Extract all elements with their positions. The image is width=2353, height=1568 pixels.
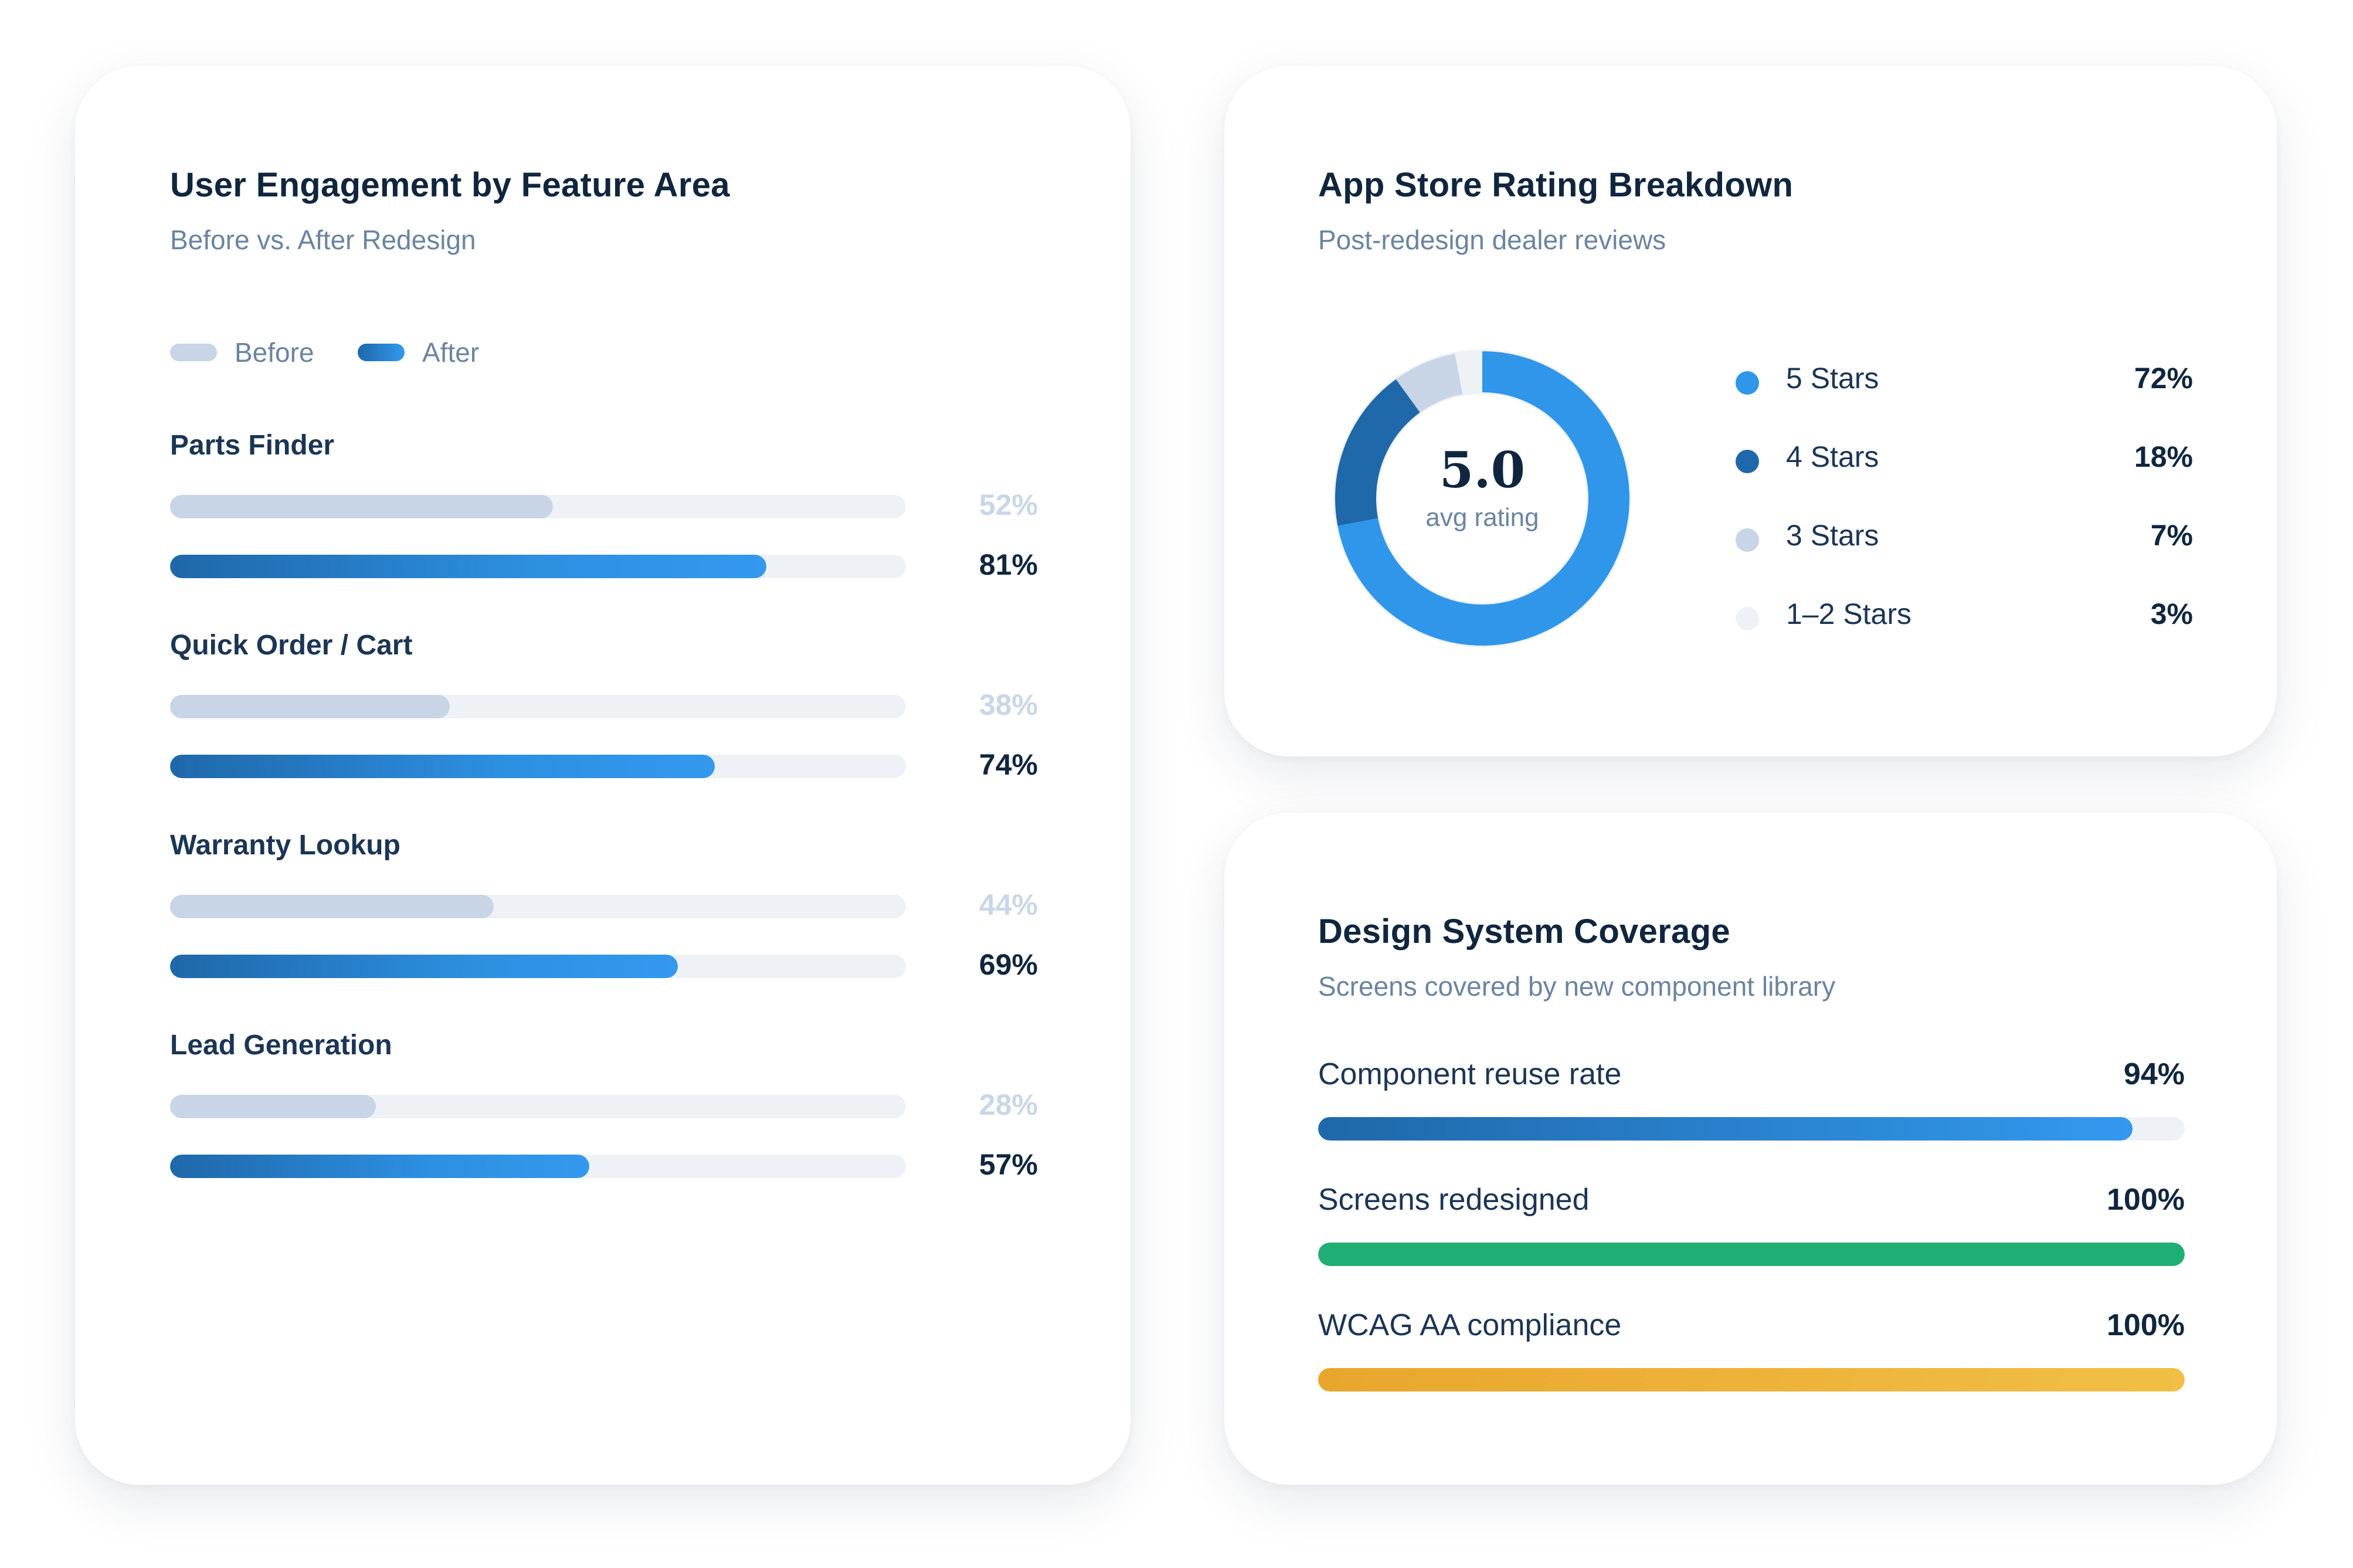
coverage-label: Screens redesigned <box>1318 1183 1590 1217</box>
donut-center-label: avg rating <box>1425 503 1539 532</box>
after-bar-track <box>170 955 906 978</box>
rating-donut-chart <box>1333 349 1631 647</box>
rating-legend-row: 1–2 Stars 3% <box>1736 597 2193 638</box>
donut-center-value: 5.0 <box>1439 441 1526 499</box>
coverage-bar-track <box>1318 1117 2185 1141</box>
coverage-value: 100% <box>2107 1183 2185 1217</box>
rating-legend-value: 7% <box>2150 519 2193 552</box>
coverage-subtitle: Screens covered by new component library <box>1318 971 1836 1002</box>
rating-subtitle: Post-redesign dealer reviews <box>1318 225 1666 255</box>
rating-legend-label: 3 Stars <box>1786 519 1879 552</box>
after-bar-track <box>170 755 906 778</box>
coverage-value: 100% <box>2107 1308 2185 1342</box>
before-bar-track <box>170 1095 906 1118</box>
before-bar <box>170 895 494 918</box>
before-value-label: 28% <box>979 1088 1038 1121</box>
rating-legend-label: 4 Stars <box>1786 440 1879 473</box>
before-bar <box>170 495 553 518</box>
legend-after-label: After <box>422 337 480 368</box>
rating-legend-label: 5 Stars <box>1786 362 1879 395</box>
feature-label: Parts Finder <box>170 430 335 461</box>
legend-before-swatch <box>170 344 217 361</box>
rating-legend-dot <box>1736 528 1759 552</box>
after-bar <box>170 1155 590 1178</box>
after-value-label: 69% <box>979 948 1038 981</box>
legend-before: Before <box>170 337 314 368</box>
rating-legend-dot <box>1736 371 1759 395</box>
rating-legend-value: 3% <box>2150 598 2193 630</box>
coverage-bar <box>1318 1368 2185 1391</box>
legend-after-swatch <box>358 344 405 361</box>
before-bar-track <box>170 495 906 518</box>
donut-slice-4-stars <box>1335 351 1629 646</box>
coverage-bar <box>1318 1243 2185 1266</box>
before-bar-track <box>170 695 906 718</box>
feature-label: Quick Order / Cart <box>170 630 413 661</box>
rating-legend-dot <box>1736 607 1759 630</box>
after-bar <box>170 955 678 978</box>
before-value-label: 52% <box>979 488 1038 521</box>
before-value-label: 38% <box>979 688 1038 721</box>
engagement-title: User Engagement by Feature Area <box>170 166 730 204</box>
after-value-label: 74% <box>979 748 1038 781</box>
after-value-label: 57% <box>979 1148 1038 1181</box>
coverage-title: Design System Coverage <box>1318 912 1730 951</box>
coverage-bar-track <box>1318 1368 2185 1391</box>
rating-legend-dot <box>1736 450 1759 473</box>
rating-legend-row: 4 Stars 18% <box>1736 440 2193 481</box>
before-value-label: 44% <box>979 888 1038 921</box>
rating-legend-row: 3 Stars 7% <box>1736 518 2193 559</box>
coverage-value: 94% <box>2123 1057 2185 1091</box>
after-bar <box>170 555 766 578</box>
before-bar <box>170 1095 376 1118</box>
feature-label: Lead Generation <box>170 1030 392 1061</box>
after-value-label: 81% <box>979 548 1038 581</box>
after-bar-track <box>170 555 906 578</box>
donut-slice-1-2-stars <box>1335 351 1629 646</box>
after-bar <box>170 755 715 778</box>
before-bar-track <box>170 895 906 918</box>
feature-label: Warranty Lookup <box>170 830 400 861</box>
after-bar-track <box>170 1155 906 1178</box>
legend-before-label: Before <box>235 337 314 368</box>
rating-legend-value: 72% <box>2134 362 2193 395</box>
coverage-label: Component reuse rate <box>1318 1057 1622 1091</box>
coverage-bar-track <box>1318 1243 2185 1266</box>
rating-legend-value: 18% <box>2134 440 2193 473</box>
coverage-label: WCAG AA compliance <box>1318 1308 1622 1342</box>
rating-title: App Store Rating Breakdown <box>1318 166 1794 204</box>
rating-legend-row: 5 Stars 72% <box>1736 361 2193 402</box>
coverage-bar <box>1318 1117 2133 1141</box>
before-bar <box>170 695 450 718</box>
engagement-subtitle: Before vs. After Redesign <box>170 225 476 255</box>
legend-after: After <box>358 337 479 368</box>
rating-legend-label: 1–2 Stars <box>1786 598 1912 630</box>
